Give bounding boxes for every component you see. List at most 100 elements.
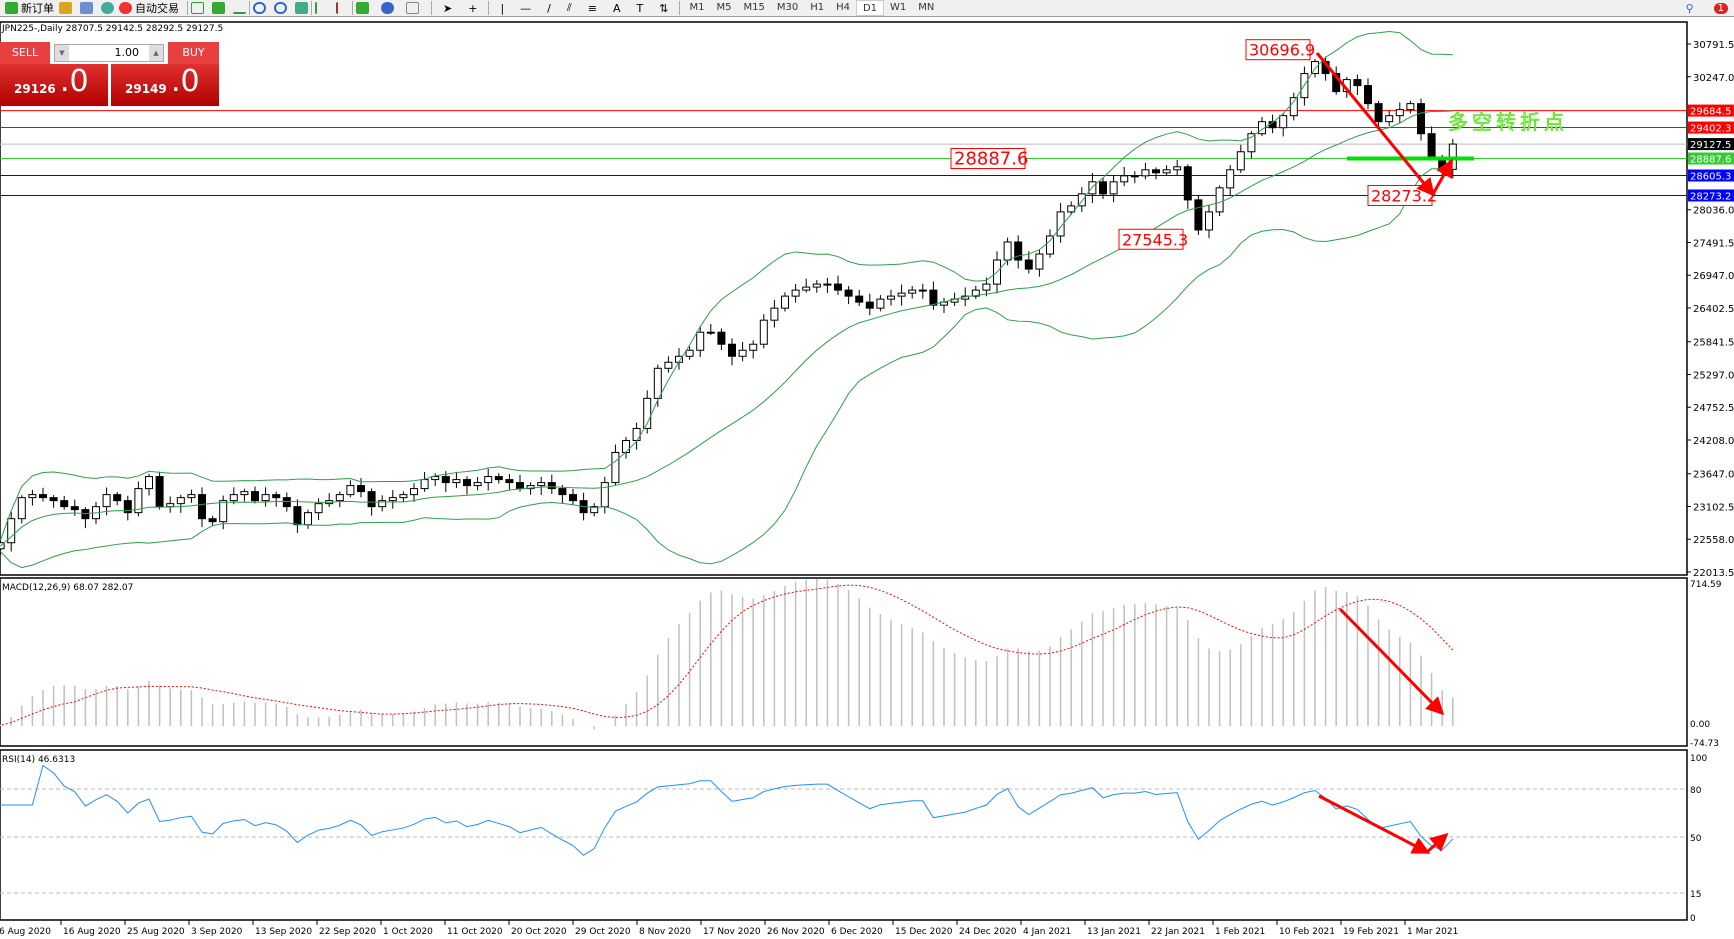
timeframe-m30[interactable]: M30 [776, 2, 799, 13]
bear-candle-body [1024, 259, 1033, 270]
level-price-box [1688, 121, 1734, 134]
bear-candle-body [1364, 85, 1372, 105]
bull-candle-body [876, 298, 885, 309]
price-tick-label: 23647.0 [1693, 470, 1734, 481]
macd-tick-label: 0.00 [1690, 720, 1710, 730]
timeframe-h1[interactable]: H1 [810, 2, 825, 13]
periods-icon[interactable] [381, 2, 394, 14]
price-annotation-label: 27545.3 [1122, 230, 1188, 249]
bull-candle-body [537, 482, 546, 487]
timeframe-m1[interactable]: M1 [689, 2, 705, 13]
autoscroll-icon[interactable] [336, 2, 349, 14]
timeframe-m5[interactable]: M5 [716, 2, 732, 13]
signals-icon[interactable] [101, 2, 114, 14]
candles [0, 56, 1457, 555]
candle [1183, 164, 1192, 209]
price-tick-label: 24208.0 [1693, 436, 1734, 447]
bear-candle-body [929, 289, 938, 306]
candle [558, 485, 567, 504]
price-tick-label: 27491.5 [1693, 238, 1734, 249]
search-icon[interactable]: ⚲ [1685, 1, 1694, 15]
candle [1385, 110, 1394, 127]
candle [1417, 98, 1425, 141]
lot-size-input[interactable]: 1.00 [54, 44, 164, 62]
candle [844, 286, 853, 305]
candle [802, 278, 811, 293]
candle [1205, 204, 1213, 239]
timeframe-m15[interactable]: M15 [743, 2, 765, 13]
bull-candle-body [399, 494, 408, 499]
timeframe-d1[interactable]: D1 [855, 0, 885, 16]
bull-candle-body [982, 283, 991, 291]
templates-icon[interactable] [406, 2, 419, 14]
zoom-out-icon[interactable] [274, 2, 287, 14]
sell-button[interactable]: SELL [0, 42, 50, 64]
candle [60, 495, 69, 510]
candle [1226, 165, 1235, 196]
text-icon[interactable]: A [613, 1, 621, 15]
timeframe-mn[interactable]: MN [918, 2, 935, 13]
rsi-label: RSI(14) 46.6313 [2, 755, 75, 765]
bull-candle-body [431, 476, 440, 481]
bull-candle-body [1406, 103, 1415, 111]
one-click-trading-panel: SELL 1.00 ▼ ▲ BUY 29126 .0 29149 .0 [0, 42, 219, 106]
new-order-button[interactable]: 新订单 [0, 0, 59, 17]
auto-trading-button[interactable]: 自动交易 [114, 0, 184, 17]
timeframe-h4[interactable]: H4 [836, 2, 850, 13]
candle [770, 299, 779, 328]
lot-decrease-button[interactable]: ▼ [55, 45, 69, 61]
tile-windows-icon[interactable] [295, 2, 308, 14]
candle [208, 515, 217, 527]
timeframe-w1[interactable]: W1 [890, 2, 907, 13]
line-chart-icon[interactable] [233, 2, 246, 14]
lot-increase-button[interactable]: ▲ [149, 45, 163, 61]
rsi-tick-label: 0 [1690, 914, 1696, 924]
candle [749, 340, 758, 359]
horizontal-line-icon[interactable]: — [520, 1, 532, 15]
candle-chart-icon[interactable] [212, 2, 225, 14]
chart-shift-icon[interactable] [315, 2, 328, 14]
candle [728, 338, 736, 366]
indicators-icon[interactable] [356, 2, 369, 14]
vertical-line-icon[interactable]: | [500, 1, 505, 15]
crosshair-icon[interactable]: + [468, 1, 478, 15]
bull-candle-body [410, 488, 418, 496]
candle [940, 297, 948, 313]
bull-candle-body [887, 295, 895, 300]
bull-candle-body [1067, 205, 1076, 213]
channel-icon[interactable]: ⫽ [566, 1, 572, 14]
bull-candle-body [452, 479, 461, 484]
buy-price-button[interactable]: 29149 .0 [111, 64, 219, 106]
candle [759, 314, 768, 349]
notification-badge[interactable]: 1 [1713, 2, 1728, 14]
sell-price-button[interactable]: 29126 .0 [0, 64, 108, 106]
fibonacci-icon[interactable]: ≡ [587, 1, 597, 15]
text-label-icon[interactable]: T [636, 1, 644, 15]
navigator-icon[interactable] [80, 2, 93, 14]
price-up-arrow [1431, 158, 1453, 195]
candle [1406, 100, 1415, 114]
arrows-icon[interactable]: ⇅ [659, 1, 669, 15]
candle [7, 511, 16, 552]
bear-candle-body [208, 518, 217, 523]
cursor-icon[interactable]: ➤ [443, 1, 453, 15]
lot-size-value: 1.00 [114, 46, 140, 59]
bar-chart-icon[interactable] [191, 2, 204, 14]
candle [1289, 92, 1298, 121]
bear-candle-body [717, 331, 726, 345]
price-tick-label: 25297.0 [1693, 370, 1734, 381]
date-label: 13 Jan 2021 [1087, 927, 1141, 937]
level-price-box [1688, 169, 1734, 182]
zoom-in-icon[interactable] [253, 2, 266, 14]
candle [1014, 235, 1023, 269]
candle [1173, 159, 1182, 176]
trendline-icon[interactable]: / [547, 1, 551, 15]
market-watch-icon[interactable] [59, 2, 72, 14]
bull-candle-body [632, 427, 641, 441]
auto-trading-icon [119, 2, 132, 14]
candle [113, 491, 122, 506]
buy-button[interactable]: BUY [168, 42, 219, 64]
bear-candle-body [1152, 169, 1160, 174]
bull-candle-body [335, 494, 344, 502]
